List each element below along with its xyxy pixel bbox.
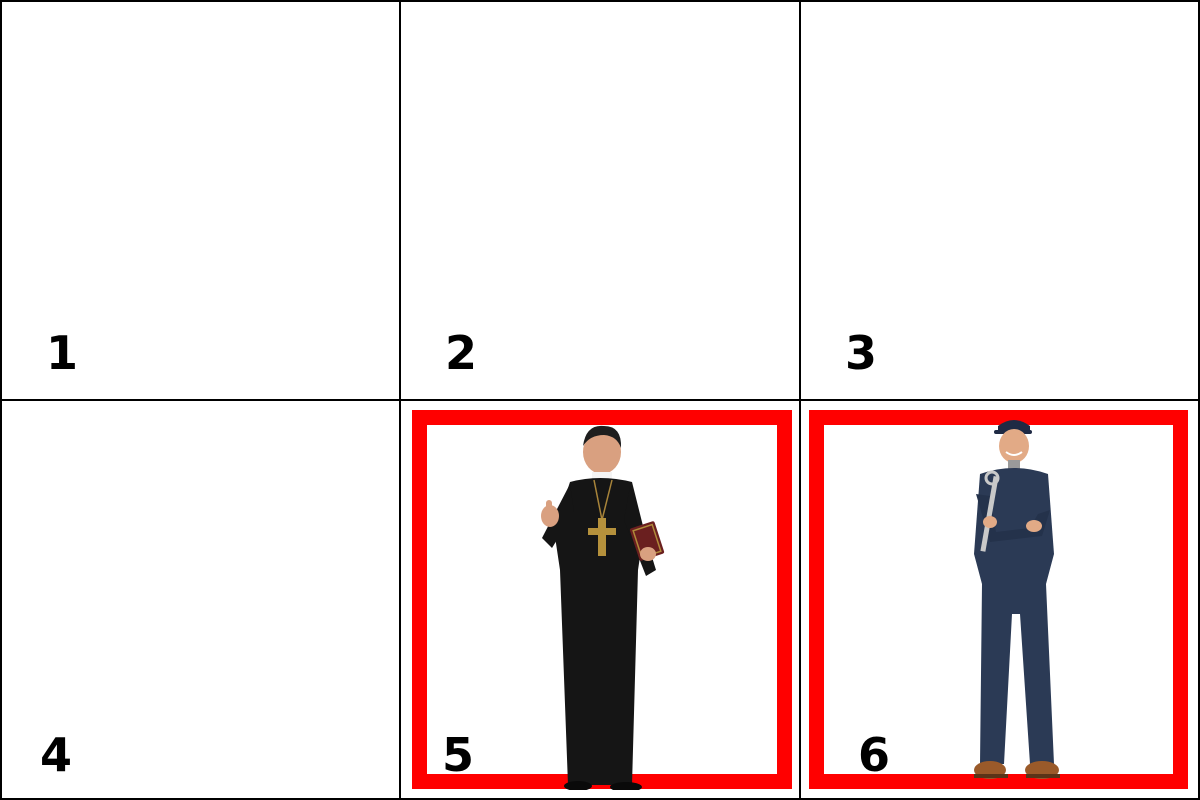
cell-number: 2 xyxy=(445,326,478,380)
mechanic-figure xyxy=(974,420,1060,779)
grid-border-bottom xyxy=(0,798,1200,800)
cell-number: 1 xyxy=(46,326,79,380)
highlight-frame xyxy=(412,410,792,789)
grid-cell-1[interactable]: 1 xyxy=(0,0,400,400)
grid-cell-2[interactable]: 2 xyxy=(400,0,800,400)
cell-number: 5 xyxy=(442,728,475,782)
grid-line-horizontal xyxy=(0,399,1200,401)
grid-border-right xyxy=(1198,0,1200,800)
grid-cell-3[interactable]: 3 xyxy=(800,0,1200,400)
grid-cell-6[interactable]: 6 xyxy=(800,400,1200,800)
grid-border-top xyxy=(0,0,1200,2)
grid-cell-5[interactable]: 5 xyxy=(400,400,800,800)
cell-number: 6 xyxy=(858,728,891,782)
cell-number: 4 xyxy=(40,728,73,782)
grid-border-left xyxy=(0,0,2,800)
grid-cell-4[interactable]: 4 xyxy=(0,400,400,800)
priest-figure xyxy=(541,425,665,790)
cell-number: 3 xyxy=(845,326,878,380)
highlight-frame xyxy=(809,410,1188,789)
